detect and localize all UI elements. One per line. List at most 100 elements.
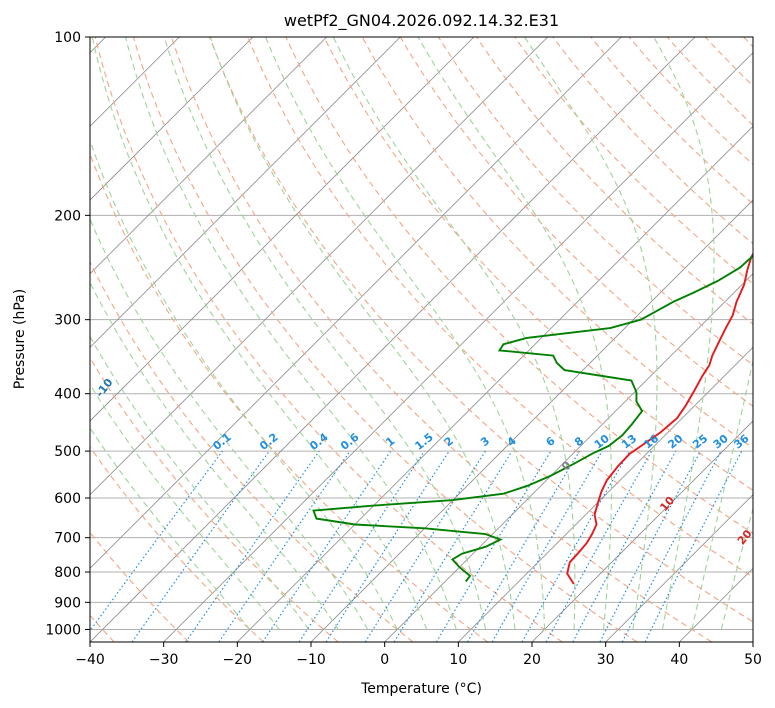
moist-adiabat-line xyxy=(90,383,280,630)
moist-adiabat-line xyxy=(265,37,546,630)
mixing-ratio-line xyxy=(218,450,351,642)
mixing-ratio-line xyxy=(131,450,270,642)
y-tick-label: 600 xyxy=(54,491,81,507)
isotherm-line xyxy=(90,37,548,496)
mixing-ratio-label: 10 xyxy=(592,432,612,452)
dry-adiabat-line xyxy=(590,37,753,205)
mixing-ratio-label: 0.4 xyxy=(307,430,331,452)
dry-adiabat-line xyxy=(94,37,563,642)
mixing-ratio-label: 3 xyxy=(478,434,492,449)
mixing-ratio-line xyxy=(545,450,653,642)
dry-adiabat-lines xyxy=(90,37,753,642)
y-tick-label: 700 xyxy=(54,531,81,547)
moist-adiabat-line xyxy=(124,37,457,630)
plot-area: 0.1 0.2 0.4 0.6 1 1.5 2 3 4 6 8 10 13 16 20 25 30 36-1001… xyxy=(90,37,753,642)
moist-adiabat-line xyxy=(332,37,576,630)
mixing-ratio-label: 0.1 xyxy=(210,431,233,453)
moist-adiabat-line xyxy=(163,37,487,630)
isotherm-line xyxy=(605,494,753,642)
mixing-ratio-label: 6 xyxy=(544,434,558,449)
y-tick-label: 1000 xyxy=(45,622,81,638)
x-tick-label: 0 xyxy=(380,652,389,668)
isotherm-line xyxy=(90,37,401,348)
x-axis-title: Temperature (°C) xyxy=(360,681,482,697)
moist-adiabat-line xyxy=(90,426,251,630)
y-axis-title: Pressure (hPa) xyxy=(12,289,28,389)
x-tick-label: 10 xyxy=(449,652,467,668)
y-tick-label: 100 xyxy=(54,30,81,46)
moist-adiabat-label: 10 xyxy=(657,494,677,514)
moist-adiabat-lines xyxy=(90,37,753,630)
sounding-series xyxy=(312,252,753,585)
x-axis-ticks: −40 −30 −20 −10 0 10 20 30 40 50 xyxy=(75,642,762,668)
mixing-ratio-line xyxy=(185,450,320,642)
pressure-gridlines xyxy=(90,37,753,630)
moist-adiabat-line xyxy=(90,335,310,630)
x-tick-label: −40 xyxy=(75,652,105,668)
dry-adiabat-line xyxy=(170,37,712,642)
x-tick-label: 30 xyxy=(597,652,615,668)
mixing-ratio-label: 30 xyxy=(711,432,731,452)
chart-title: wetPf2_GN04.2026.092.14.32.E31 xyxy=(284,11,559,31)
dry-adiabat-line xyxy=(247,37,753,578)
moist-adiabat-line xyxy=(653,37,715,630)
mixing-ratio-label: 20 xyxy=(665,432,685,452)
mixing-ratio-line xyxy=(364,450,486,642)
dry-adiabat-line xyxy=(743,37,753,48)
moist-adiabat-line xyxy=(691,358,753,630)
y-tick-label: 800 xyxy=(54,565,81,581)
x-tick-label: −10 xyxy=(296,652,326,668)
moist-adiabat-line xyxy=(90,138,398,630)
isotherm-line xyxy=(90,37,622,569)
dry-adiabat-line xyxy=(704,37,753,87)
isotherm-line xyxy=(310,199,753,642)
isotherm-line xyxy=(163,52,753,642)
mixing-ratio-line xyxy=(90,450,223,632)
y-tick-label: 500 xyxy=(54,444,81,460)
moist-adiabat-line xyxy=(91,37,428,630)
mixing-ratio-label: 0.2 xyxy=(257,431,280,453)
series-line xyxy=(566,252,753,585)
x-tick-label: −20 xyxy=(223,652,253,668)
dry-adiabat-line xyxy=(437,37,753,366)
moist-adiabat-line xyxy=(90,281,339,630)
dry-adiabat-line xyxy=(132,37,638,642)
dry-adiabat-line xyxy=(514,37,753,285)
mixing-ratio-line xyxy=(262,450,392,642)
mixing-ratio-lines xyxy=(90,450,743,642)
x-tick-label: 20 xyxy=(523,652,541,668)
mixing-ratio-line xyxy=(393,450,513,642)
mixing-ratio-line xyxy=(572,450,677,642)
isotherm-line xyxy=(458,346,753,642)
x-tick-label: 50 xyxy=(744,652,762,668)
dry-adiabat-line xyxy=(323,37,753,492)
isotherm-line xyxy=(384,273,753,642)
moist-adiabat-line xyxy=(417,37,613,630)
dry-adiabat-label: -10 xyxy=(93,376,116,400)
dry-adiabat-line xyxy=(90,260,414,642)
y-tick-label: 300 xyxy=(54,313,81,329)
moist-adiabat-line xyxy=(90,217,369,630)
x-tick-label: −30 xyxy=(149,652,179,668)
mixing-ratio-line xyxy=(435,450,552,642)
isotherm-line xyxy=(237,125,753,642)
mixing-ratio-line xyxy=(521,450,631,642)
isotherm-line xyxy=(90,37,254,201)
isotherm-line xyxy=(752,641,753,642)
isotherm-line xyxy=(90,37,327,275)
mixing-ratio-label: 36 xyxy=(731,432,751,452)
isotherm-line xyxy=(90,37,696,642)
dry-adiabat-line xyxy=(90,356,339,642)
mixing-ratio-line xyxy=(599,450,702,642)
mixing-ratio-label: 2 xyxy=(442,434,456,449)
x-tick-label: 40 xyxy=(670,652,688,668)
y-tick-label: 200 xyxy=(54,208,81,224)
dry-adiabat-line xyxy=(90,445,264,642)
moist-adiabat-line xyxy=(524,37,658,630)
dry-adiabat-line xyxy=(476,37,753,325)
mixing-ratio-line xyxy=(644,450,743,642)
series-line xyxy=(312,254,753,583)
mixing-ratio-line xyxy=(325,450,450,642)
y-axis-ticks: 100 200 300 400 500 600 700 800 900 1000 xyxy=(45,30,90,638)
